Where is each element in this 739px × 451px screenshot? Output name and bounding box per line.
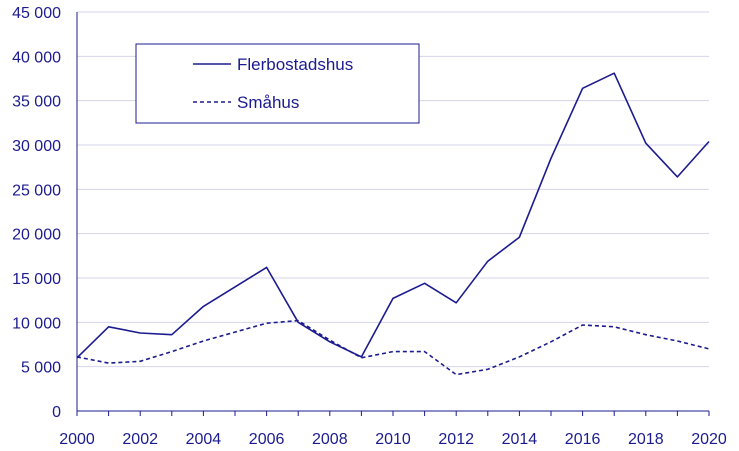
x-tick-label: 2016 [565,431,601,448]
legend-box [135,43,420,124]
axes [76,12,710,416]
y-tick-label: 20 000 [12,227,61,244]
x-tick-label: 2020 [691,431,727,448]
y-tick-label: 40 000 [12,49,61,66]
x-tick-label: 2010 [375,431,411,448]
y-tick-label: 30 000 [12,138,61,155]
legend-label-smahus: Småhus [237,93,299,112]
y-tick-label: 10 000 [12,315,61,332]
series-line-flerbostadshus [76,72,710,359]
x-tick-label: 2012 [438,431,474,448]
legend-label-flerbostadshus: Flerbostadshus [237,55,353,74]
x-tick-label: 2008 [312,431,348,448]
x-tick-label: 2018 [628,431,664,448]
series-line-smahus [76,319,710,376]
x-tick-label: 2006 [249,431,285,448]
y-tick-label: 5 000 [21,360,61,377]
y-tick-label: 25 000 [12,182,61,199]
x-tick-label: 2004 [186,431,222,448]
y-tick-labels: 0 5 000 10 000 15 000 20 000 25 000 30 000 35 0… [12,5,61,421]
series-lines [76,72,710,376]
x-tick-labels: 2000 2002 2004 2006 2008 2010 2012 2014 2016 2018… [59,431,727,448]
y-tick-label: 0 [52,404,61,421]
y-tick-label: 15 000 [12,271,61,288]
legend: Flerbostadshus Småhus [135,43,420,124]
x-tick-label: 2014 [502,431,538,448]
x-tick-label: 2000 [59,431,95,448]
x-tick-label: 2002 [122,431,158,448]
y-tick-label: 45 000 [12,5,61,22]
y-tick-label: 35 000 [12,94,61,111]
